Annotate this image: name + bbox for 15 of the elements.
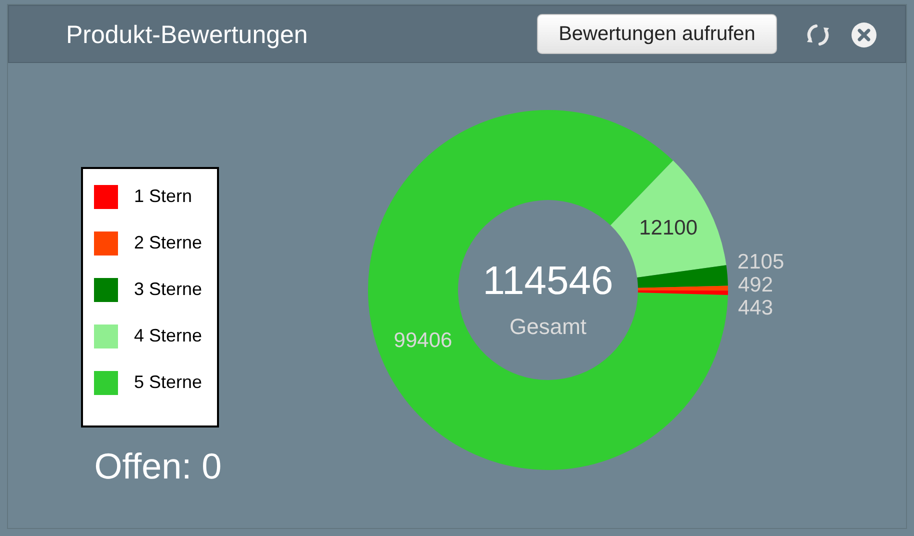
- data-label: 443: [738, 296, 774, 320]
- legend-label: 1 Stern: [134, 186, 192, 206]
- legend-label: 3 Sterne: [134, 278, 202, 299]
- text: Offen: 0: [94, 445, 222, 486]
- text: 114546: [482, 259, 614, 304]
- legend-label: 5 Sterne: [134, 372, 202, 392]
- data-label: 12100: [639, 216, 698, 240]
- data-label: 99406: [394, 328, 452, 352]
- legend-label: 4 Sterne: [134, 325, 202, 346]
- data-label: 492: [738, 273, 774, 296]
- text: Gesamt: [509, 314, 587, 340]
- button[interactable]: Bewertungen aufrufen: [537, 14, 777, 54]
- data-label: 2105: [737, 250, 784, 274]
- chart-title: Produkt-Bewertungen: [66, 20, 308, 50]
- legend-label: 2 Sterne: [134, 232, 202, 252]
